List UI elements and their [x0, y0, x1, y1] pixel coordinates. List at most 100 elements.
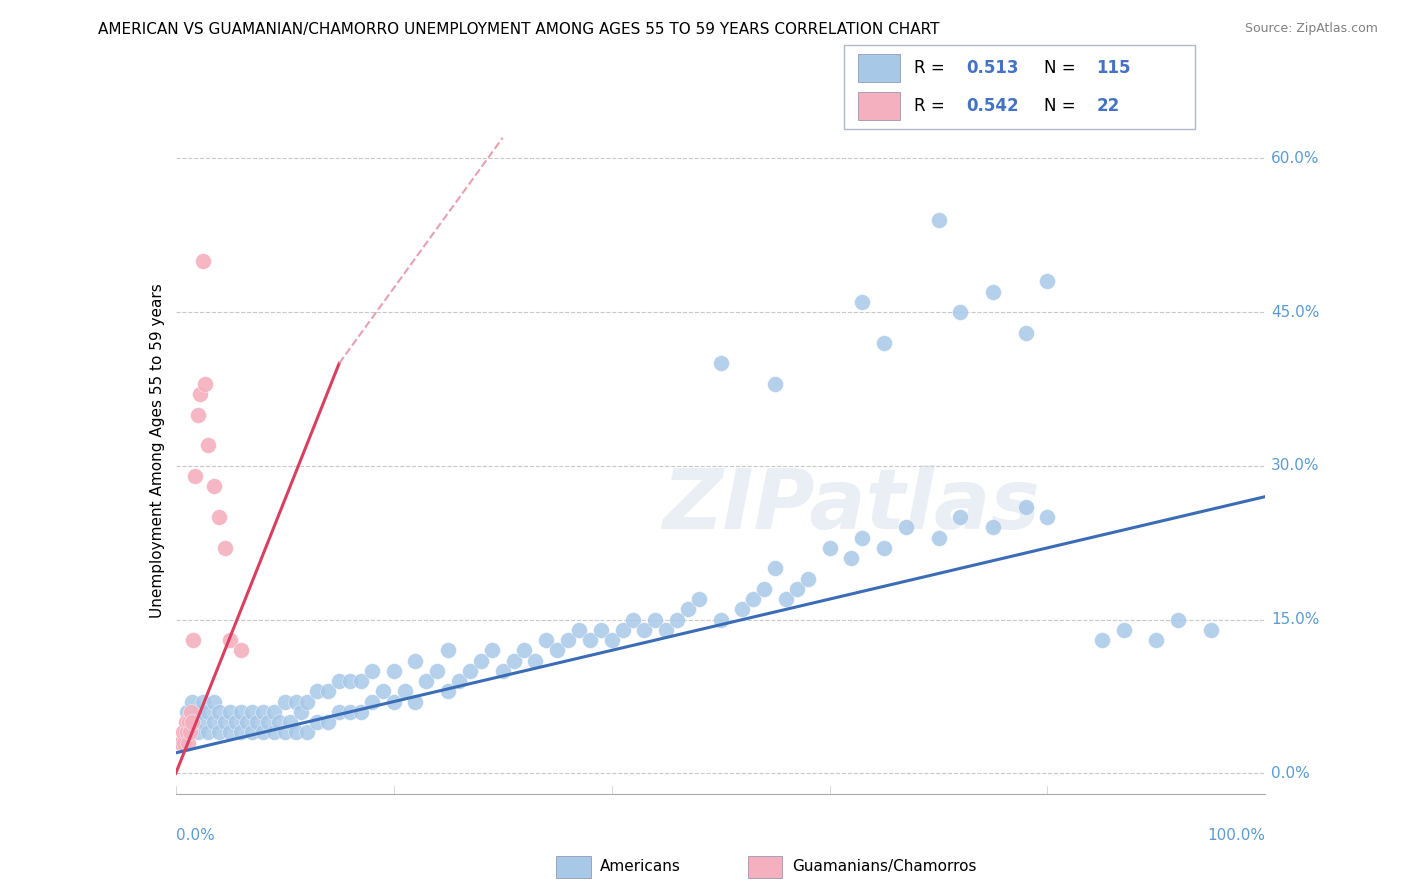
Point — [360, 664, 382, 678]
Point — [513, 643, 536, 657]
Point — [208, 705, 231, 719]
Point — [176, 725, 198, 739]
Point — [214, 715, 236, 730]
Text: 100.0%: 100.0% — [1208, 828, 1265, 843]
Point — [246, 715, 269, 730]
Point — [318, 684, 340, 698]
Point — [328, 674, 350, 689]
Point — [191, 695, 214, 709]
Point — [307, 715, 329, 730]
Point — [274, 725, 297, 739]
Point — [208, 725, 231, 739]
Point — [350, 705, 373, 719]
Point — [360, 695, 382, 709]
Point — [350, 674, 373, 689]
Point — [307, 684, 329, 698]
Point — [252, 725, 274, 739]
Point — [174, 715, 197, 730]
Point — [197, 725, 219, 739]
Point — [278, 715, 301, 730]
Point — [415, 674, 437, 689]
Point — [176, 725, 198, 739]
Point — [796, 572, 818, 586]
Point — [231, 705, 253, 719]
Point — [197, 705, 219, 719]
Point — [180, 705, 202, 719]
Point — [179, 725, 201, 739]
Point — [1036, 274, 1059, 288]
Point — [290, 705, 312, 719]
Text: 0.513: 0.513 — [967, 59, 1019, 77]
Point — [1036, 510, 1059, 524]
Point — [534, 633, 557, 648]
Text: N =: N = — [1043, 97, 1081, 115]
Point — [568, 623, 591, 637]
Point — [394, 684, 416, 698]
Point — [775, 592, 797, 607]
Point — [928, 212, 950, 227]
Point — [841, 551, 863, 566]
Point — [170, 736, 193, 750]
Point — [240, 725, 263, 739]
Point — [181, 715, 204, 730]
Point — [612, 623, 634, 637]
Point — [181, 633, 204, 648]
Point — [173, 736, 195, 750]
Point — [589, 623, 612, 637]
Point — [405, 654, 427, 668]
Point — [184, 469, 207, 483]
FancyBboxPatch shape — [557, 856, 591, 878]
Point — [191, 715, 214, 730]
Point — [219, 633, 242, 648]
Text: AMERICAN VS GUAMANIAN/CHAMORRO UNEMPLOYMENT AMONG AGES 55 TO 59 YEARS CORRELATIO: AMERICAN VS GUAMANIAN/CHAMORRO UNEMPLOYM… — [98, 22, 941, 37]
Point — [621, 613, 644, 627]
Point — [949, 305, 972, 319]
Point — [458, 664, 481, 678]
Text: 22: 22 — [1097, 97, 1121, 115]
Point — [710, 613, 733, 627]
Point — [269, 715, 291, 730]
Point — [546, 643, 568, 657]
Point — [502, 654, 524, 668]
Point — [981, 285, 1004, 299]
Text: 60.0%: 60.0% — [1271, 151, 1319, 166]
Point — [405, 695, 427, 709]
Text: 115: 115 — [1097, 59, 1132, 77]
Point — [177, 736, 200, 750]
Point — [202, 479, 225, 493]
Point — [339, 674, 361, 689]
Point — [710, 356, 733, 370]
Point — [382, 695, 405, 709]
Point — [426, 664, 449, 678]
Point — [191, 253, 214, 268]
Point — [181, 695, 204, 709]
Point — [202, 695, 225, 709]
Point — [763, 376, 786, 391]
Point — [633, 623, 655, 637]
Text: 0.542: 0.542 — [967, 97, 1019, 115]
Point — [579, 633, 602, 648]
Point — [1199, 623, 1222, 637]
Point — [295, 695, 318, 709]
Point — [172, 725, 194, 739]
Point — [818, 541, 841, 555]
Point — [382, 664, 405, 678]
Point — [851, 531, 873, 545]
Point — [894, 520, 917, 534]
Point — [231, 725, 253, 739]
Point — [928, 531, 950, 545]
Text: 0.0%: 0.0% — [176, 828, 215, 843]
Point — [240, 705, 263, 719]
Point — [1015, 326, 1038, 340]
Point — [763, 561, 786, 575]
Point — [202, 715, 225, 730]
Text: 30.0%: 30.0% — [1271, 458, 1319, 474]
Point — [447, 674, 470, 689]
Point — [274, 695, 297, 709]
FancyBboxPatch shape — [844, 45, 1195, 129]
Y-axis label: Unemployment Among Ages 55 to 59 years: Unemployment Among Ages 55 to 59 years — [149, 283, 165, 618]
Point — [873, 541, 896, 555]
FancyBboxPatch shape — [858, 92, 900, 120]
Point — [981, 520, 1004, 534]
Point — [742, 592, 765, 607]
